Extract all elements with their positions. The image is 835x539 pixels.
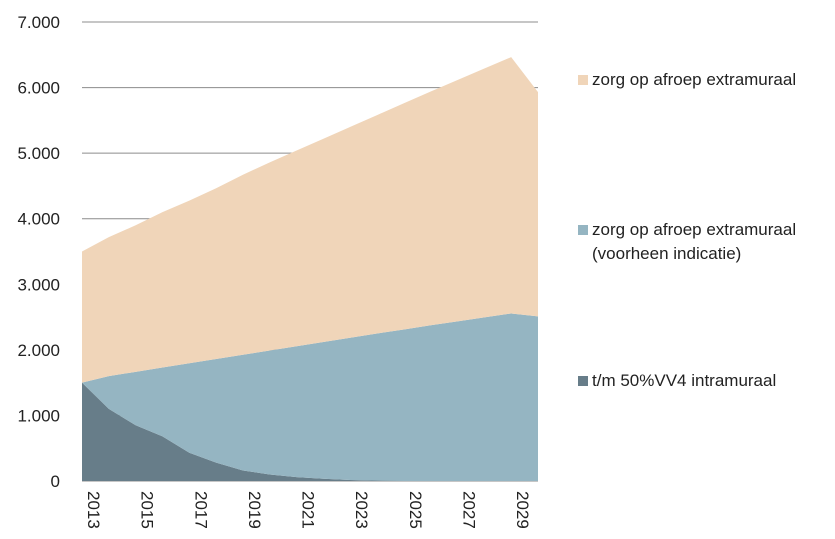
y-tick-label: 4.000 bbox=[17, 210, 60, 229]
x-tick-label: 2019 bbox=[245, 491, 264, 529]
legend-label: zorg op afroep extramuraal bbox=[592, 220, 797, 239]
y-tick-label: 0 bbox=[51, 472, 60, 491]
area-series-2 bbox=[82, 57, 538, 383]
y-tick-label: 3.000 bbox=[17, 275, 60, 294]
legend-item-intramuraal: t/m 50%VV4 intramuraal bbox=[578, 369, 776, 393]
x-tick-label: 2021 bbox=[299, 491, 318, 529]
legend-label-line2: (voorheen indicatie) bbox=[592, 244, 742, 263]
legend-label: t/m 50%VV4 intramuraal bbox=[592, 371, 777, 390]
x-tick-label: 2029 bbox=[513, 491, 532, 529]
x-axis-tick-labels: 2013 2015 2017 2019 2021 2023 2025 2027 2029 bbox=[84, 491, 532, 529]
area-series-1 bbox=[82, 313, 538, 481]
area-series-0 bbox=[82, 382, 538, 481]
area-series bbox=[82, 57, 538, 481]
y-axis-tick-labels: 0 1.000 2.000 3.000 4.000 5.000 6.000 7.000 bbox=[17, 13, 60, 491]
y-tick-label: 7.000 bbox=[17, 13, 60, 32]
legend-swatch bbox=[578, 225, 588, 235]
x-tick-label: 2013 bbox=[84, 491, 103, 529]
x-tick-label: 2025 bbox=[406, 491, 425, 529]
legend-swatch bbox=[578, 376, 588, 386]
y-tick-label: 6.000 bbox=[17, 79, 60, 98]
legend-label: zorg op afroep extramuraal bbox=[592, 70, 797, 89]
x-tick-label: 2027 bbox=[460, 491, 479, 529]
y-tick-label: 5.000 bbox=[17, 144, 60, 163]
x-tick-label: 2017 bbox=[191, 491, 210, 529]
legend-item-zorg-op-afroep-voorheen-indicatie: zorg op afroep extramuraal (voorheen ind… bbox=[578, 218, 796, 266]
y-tick-label: 1.000 bbox=[17, 406, 60, 425]
x-tick-label: 2015 bbox=[138, 491, 157, 529]
legend-swatch bbox=[578, 75, 588, 85]
x-tick-label: 2023 bbox=[352, 491, 371, 529]
y-tick-label: 2.000 bbox=[17, 341, 60, 360]
legend-item-zorg-op-afroep-extramuraal: zorg op afroep extramuraal bbox=[578, 68, 796, 92]
